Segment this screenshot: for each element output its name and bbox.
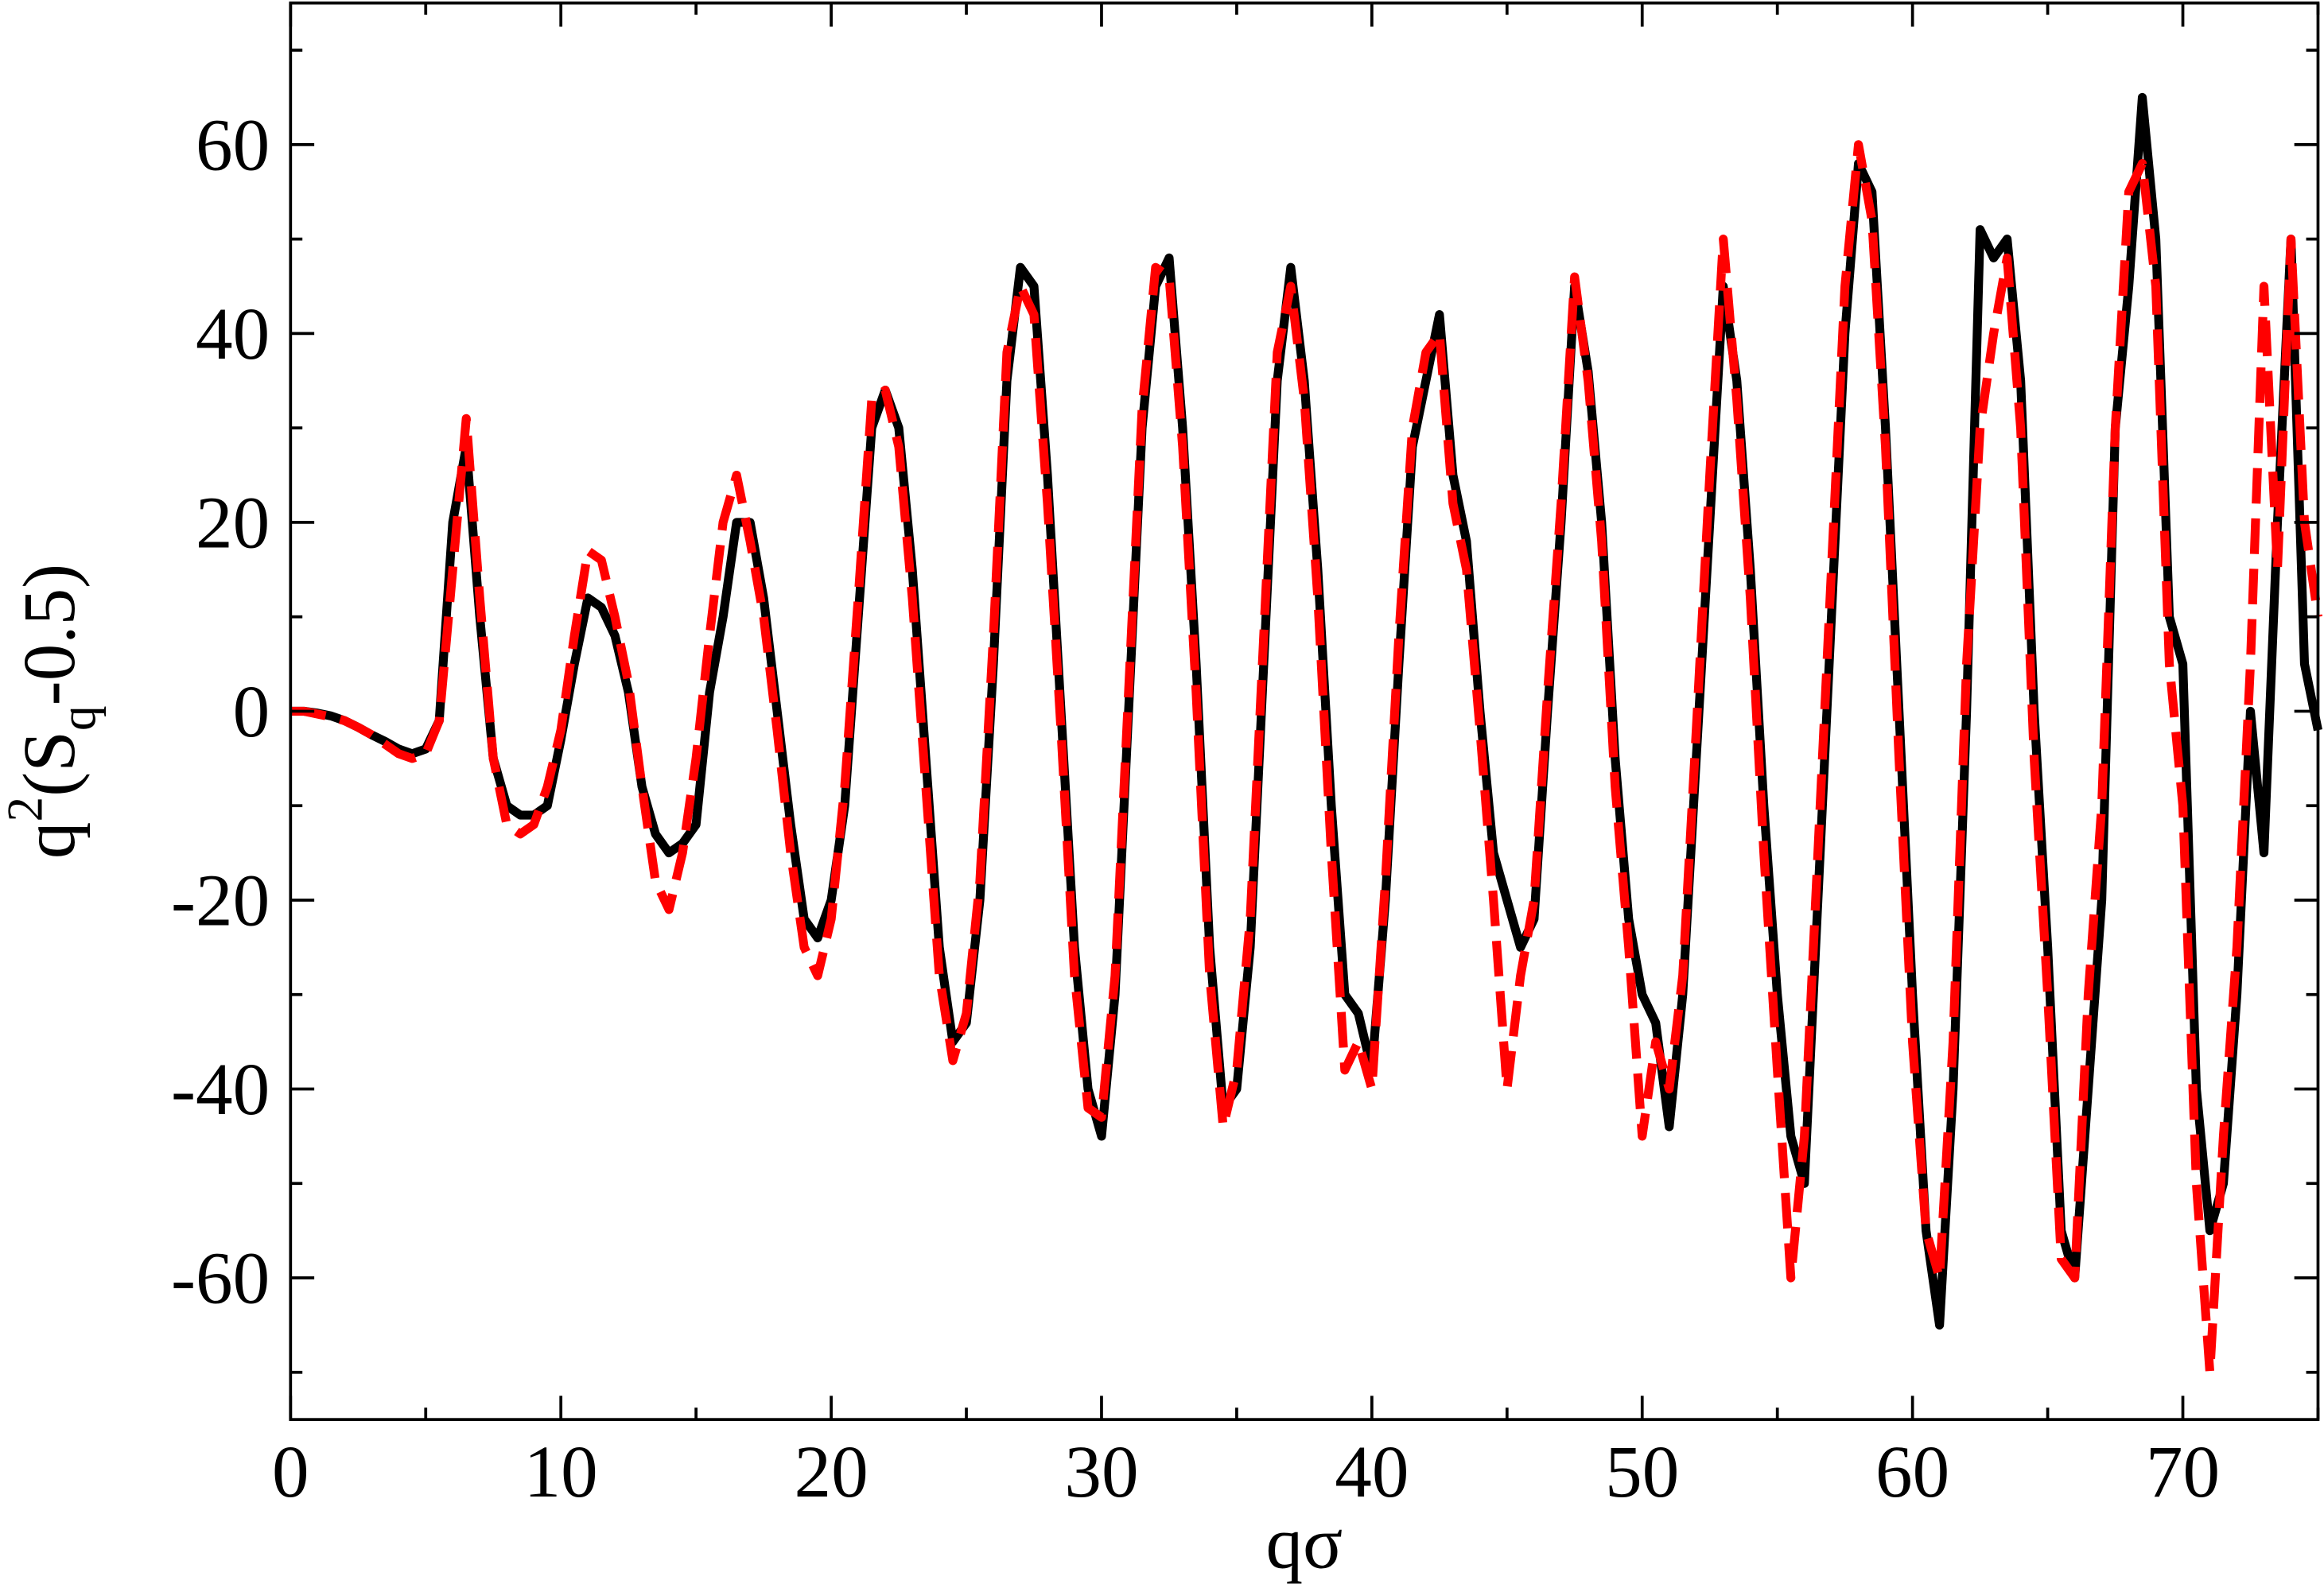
line-series	[290, 92, 2322, 1330]
x-tick-label: 40	[1335, 1431, 1409, 1513]
x-tick-label: 0	[272, 1431, 309, 1513]
x-tick-label: 70	[2146, 1431, 2220, 1513]
y-tick-label: 40	[196, 293, 270, 375]
y-tick-label: -40	[171, 1049, 270, 1131]
y-label-part: q	[50, 705, 106, 731]
x-tick-label: 50	[1605, 1431, 1679, 1513]
y-label-part: 2	[0, 797, 52, 822]
y-axis-label: q2(Sq-0.5)	[0, 564, 106, 859]
y-tick-label: -60	[171, 1238, 270, 1320]
y-label-part: q	[9, 821, 91, 859]
y-tick-label: 60	[196, 105, 270, 187]
y-tick-label: 20	[196, 483, 270, 565]
plot-frame	[289, 1, 2320, 1422]
x-tick-label: 10	[524, 1431, 598, 1513]
y-label-part: (S	[9, 731, 91, 797]
x-tick-label: 20	[795, 1431, 869, 1513]
y-tick-label: -20	[171, 860, 270, 942]
line-series	[290, 140, 2323, 1377]
y-tick-label: 0	[233, 671, 270, 753]
x-tick-label: 60	[1875, 1431, 1949, 1513]
y-label-part: -0.5)	[9, 564, 91, 706]
x-tick-label: 30	[1064, 1431, 1138, 1513]
x-axis-label: qσ	[1265, 1503, 1343, 1584]
